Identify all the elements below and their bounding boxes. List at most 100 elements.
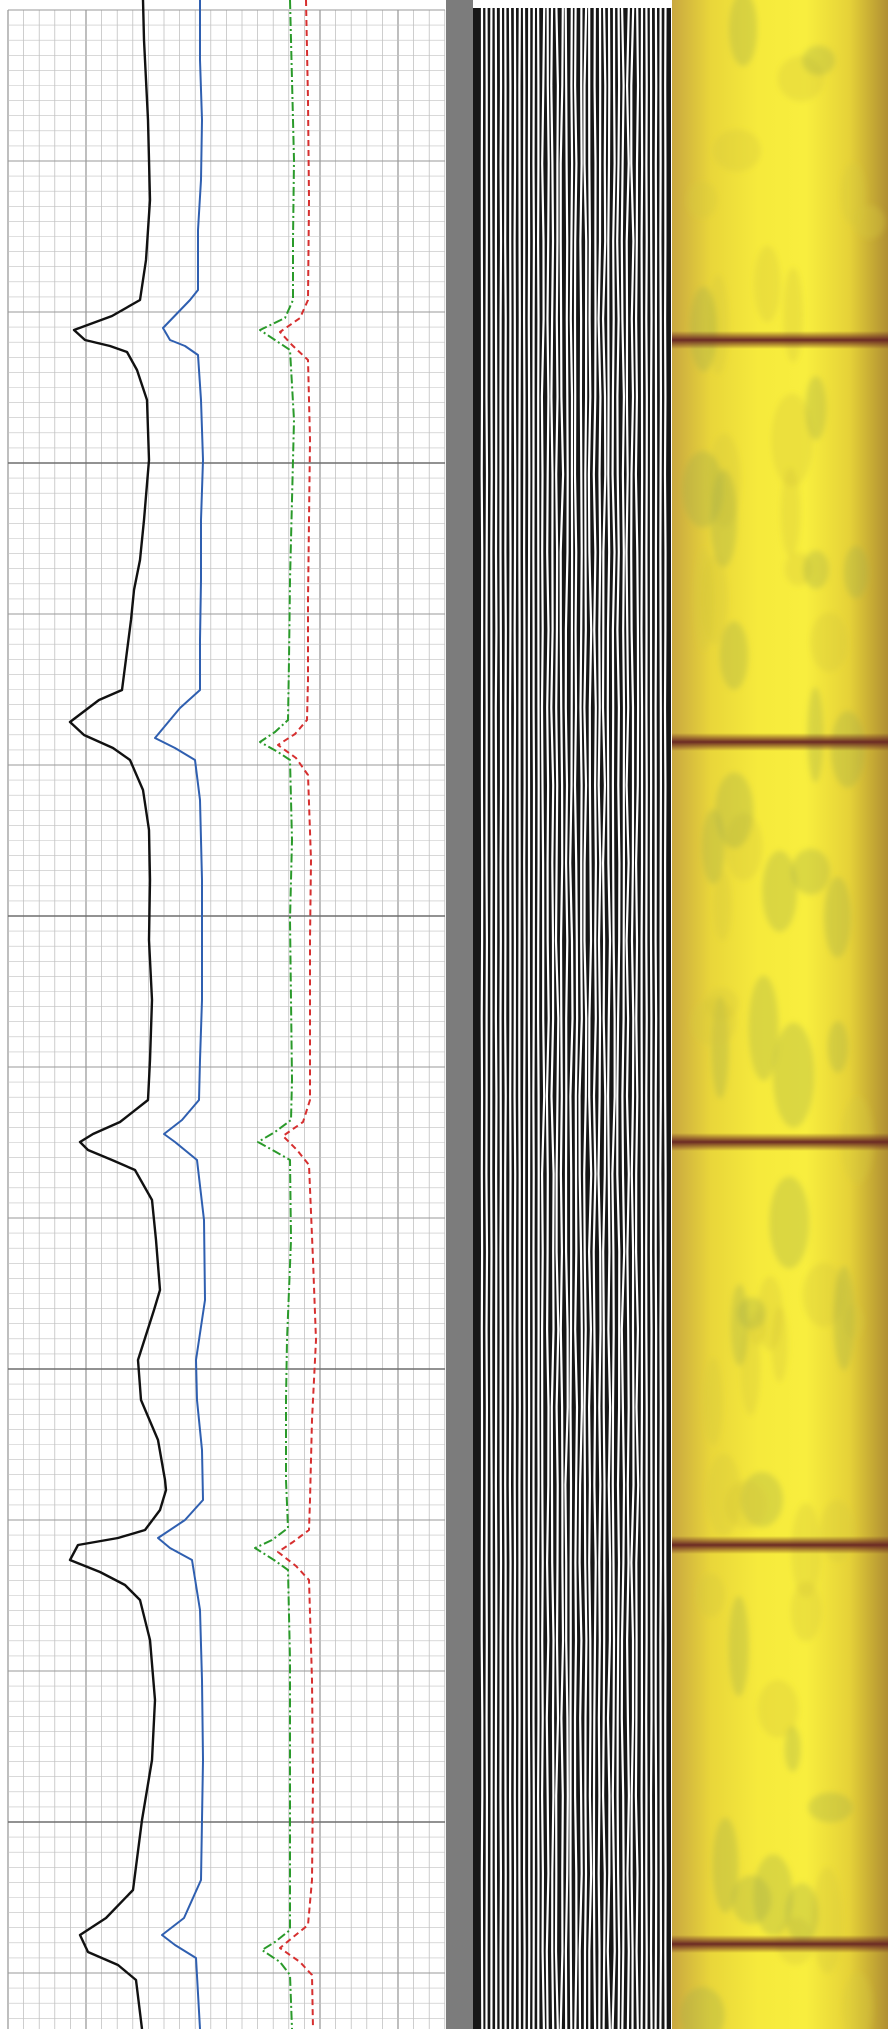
core-mottle-spot bbox=[802, 45, 835, 76]
stripe-line bbox=[592, 7, 598, 2029]
stripe-line bbox=[559, 7, 565, 2029]
stripe-line bbox=[659, 7, 663, 2029]
stripe-line bbox=[540, 7, 546, 2029]
stripe-line bbox=[606, 7, 612, 2029]
stripe-line bbox=[611, 7, 616, 2029]
core-mottle-spot bbox=[724, 1480, 768, 1529]
core-mottle-spot bbox=[790, 1581, 822, 1642]
stripe-line bbox=[625, 7, 631, 2029]
stripe-line bbox=[616, 7, 621, 2029]
core-mottling bbox=[680, 0, 886, 2029]
grid-lines bbox=[7, 9, 446, 2029]
core-mottle-spot bbox=[689, 286, 718, 372]
core-mottle-spot bbox=[769, 1176, 810, 1269]
core-mottle-spot bbox=[833, 1265, 855, 1371]
stripe-line bbox=[489, 7, 493, 2029]
core-mottle-spot bbox=[843, 545, 869, 599]
stripe-line bbox=[573, 7, 579, 2029]
core-mottle-spot bbox=[810, 612, 849, 672]
stripe-line bbox=[583, 7, 588, 2029]
stripe-line bbox=[480, 8, 484, 2029]
stripe-line bbox=[508, 7, 512, 2029]
core-dark-bands bbox=[672, 331, 888, 1953]
core-mottle-spot bbox=[702, 809, 725, 885]
core-band bbox=[672, 733, 888, 751]
core-mottle-spot bbox=[771, 393, 813, 487]
core-mottle-spot bbox=[712, 1817, 739, 1913]
core-mottle-spot bbox=[785, 1883, 819, 1944]
core-mottle-spot bbox=[803, 550, 829, 589]
core-mottle-spot bbox=[791, 848, 831, 895]
core-mottle-spot bbox=[713, 870, 732, 941]
core-mottle-spot bbox=[784, 1725, 801, 1772]
log-curve-1 bbox=[68, 0, 168, 2029]
log-curve-4 bbox=[277, 0, 317, 2029]
stripe-line bbox=[663, 7, 667, 2029]
core-mottle-spot bbox=[805, 376, 827, 441]
core-band bbox=[672, 331, 888, 349]
core-mottle-spot bbox=[853, 205, 886, 239]
curve-track bbox=[68, 0, 317, 2029]
core-mottle-spot bbox=[728, 1595, 749, 1697]
log-curve-2 bbox=[154, 0, 206, 2029]
core-mottle-spot bbox=[808, 1792, 853, 1823]
stripe-line bbox=[620, 7, 626, 2029]
core-mottle-spot bbox=[703, 1357, 723, 1447]
core-image-track bbox=[672, 0, 888, 2029]
core-mottle-spot bbox=[748, 975, 779, 1081]
core-mottle-spot bbox=[712, 129, 761, 172]
core-mottle-spot bbox=[729, 0, 758, 67]
core-mottle-spot bbox=[694, 547, 715, 651]
stripe-line bbox=[499, 7, 503, 2029]
stripe-line bbox=[645, 7, 648, 2029]
log-curve-3 bbox=[254, 0, 295, 2029]
stripe-line bbox=[569, 7, 574, 2029]
core-mottle-spot bbox=[680, 1987, 725, 2029]
stripe-line bbox=[630, 7, 635, 2029]
stripe-line bbox=[654, 7, 658, 2029]
striped-image-track bbox=[473, 7, 671, 2029]
stripe-line bbox=[554, 7, 560, 2029]
stripe-line bbox=[494, 7, 498, 2029]
core-band bbox=[672, 1935, 888, 1953]
stripe-line bbox=[550, 7, 555, 2029]
stripe-line bbox=[587, 8, 593, 2029]
core-mottle-spot bbox=[827, 1021, 849, 1073]
stripe-line bbox=[536, 7, 540, 2029]
core-mottle-spot bbox=[762, 850, 798, 932]
stripe-line bbox=[522, 7, 526, 2029]
core-mottle-spot bbox=[719, 621, 749, 690]
gray-bar-track bbox=[446, 0, 473, 2029]
stripe-line bbox=[518, 7, 521, 2029]
stripe-line bbox=[504, 7, 507, 2029]
stripe-line bbox=[527, 7, 531, 2029]
core-mottle-spot bbox=[696, 1573, 725, 1618]
stripe-line bbox=[485, 7, 489, 2029]
core-mottle-spot bbox=[682, 451, 724, 528]
core-mottle-spot bbox=[842, 1972, 873, 2029]
core-mottle-spot bbox=[690, 998, 737, 1047]
stripe-line bbox=[578, 7, 584, 2029]
stripe-line bbox=[597, 7, 602, 2029]
core-band bbox=[672, 1536, 888, 1554]
core-mottle-spot bbox=[772, 1022, 815, 1128]
core-mottle-spot bbox=[715, 772, 754, 849]
core-mottle-spot bbox=[757, 1276, 783, 1351]
stripe-line bbox=[649, 7, 653, 2029]
stripe-line bbox=[532, 7, 536, 2029]
core-mottle-spot bbox=[780, 467, 801, 558]
stripe-line bbox=[601, 7, 607, 2029]
core-mottle-spot bbox=[824, 876, 851, 958]
core-mottle-spot bbox=[757, 1679, 799, 1738]
core-mottle-spot bbox=[754, 245, 781, 323]
core-mottle-spot bbox=[753, 1854, 794, 1936]
stripe-line bbox=[545, 7, 550, 2029]
stripe-line bbox=[564, 7, 569, 2029]
core-mottle-spot bbox=[687, 181, 718, 219]
stripe-line bbox=[634, 7, 640, 2029]
core-mottle-spot bbox=[730, 1283, 749, 1367]
core-band bbox=[672, 1133, 888, 1151]
stripe-line bbox=[513, 7, 517, 2029]
stripe-line bbox=[640, 7, 644, 2029]
